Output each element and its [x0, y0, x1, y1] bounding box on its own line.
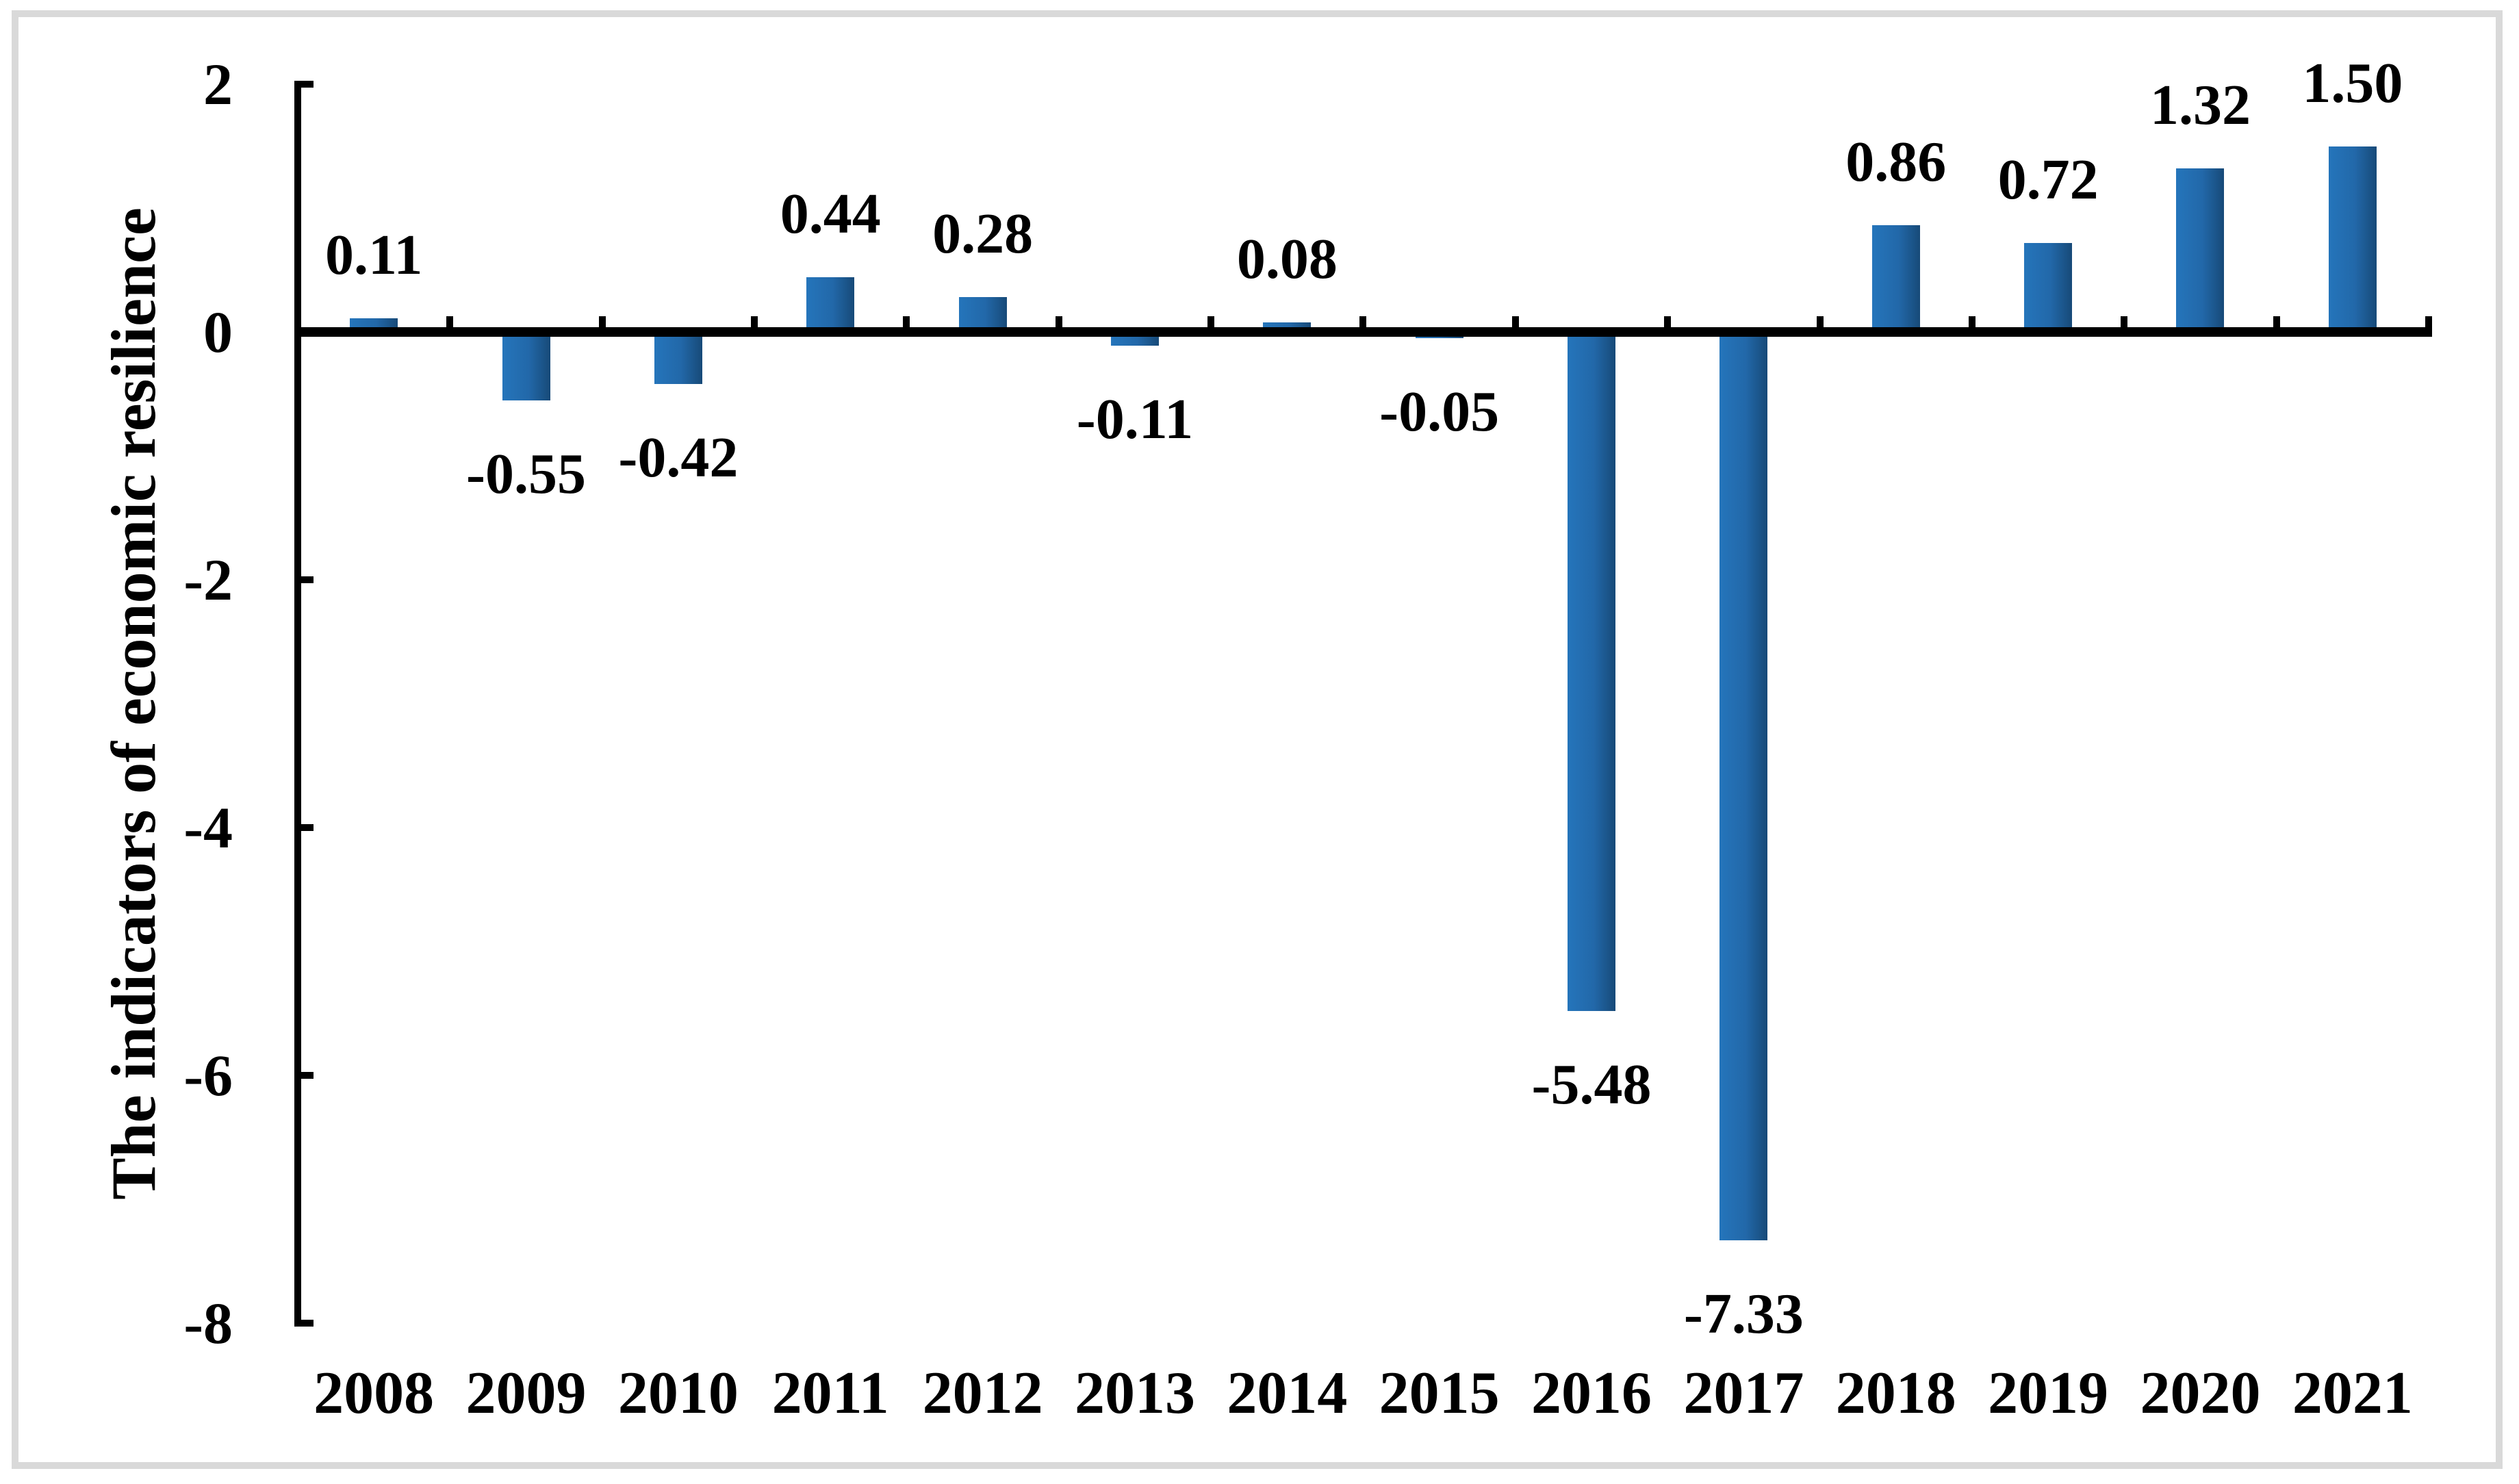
data-label-2017: -7.33	[1683, 1281, 1804, 1346]
x-axis-label-2012: 2012	[922, 1360, 1043, 1427]
data-label-2011: 0.44	[780, 182, 881, 246]
bar-2018	[1871, 225, 1920, 332]
chart-outer-border	[12, 10, 2503, 1469]
y-axis-tick--8	[294, 1320, 314, 1327]
y-axis-tick--4	[294, 824, 314, 831]
x-axis-tick-12	[2121, 316, 2128, 337]
y-axis-tick-label--6: -6	[183, 1042, 233, 1108]
bar-2009	[502, 332, 550, 400]
data-label-2014: 0.08	[1236, 227, 1338, 291]
x-axis-tick-14	[2425, 316, 2432, 337]
x-axis-label-2017: 2017	[1683, 1360, 1804, 1427]
x-axis-label-2011: 2011	[771, 1360, 889, 1427]
x-axis-tick-5	[1055, 316, 1062, 337]
x-axis-tick-1	[446, 316, 454, 337]
x-axis-tick-7	[1359, 316, 1367, 337]
data-label-2019: 0.72	[1997, 147, 2099, 212]
data-label-2010: -0.42	[618, 426, 739, 490]
y-axis-tick-label-2: 2	[203, 51, 233, 117]
x-axis-label-2018: 2018	[1835, 1360, 1956, 1427]
data-label-2013: -0.11	[1076, 387, 1194, 451]
y-axis-tick-label--8: -8	[183, 1290, 233, 1356]
x-axis-label-2021: 2021	[2292, 1360, 2413, 1427]
y-axis-tick--2	[294, 576, 314, 583]
x-axis-tick-6	[1207, 316, 1215, 337]
y-axis-tick--6	[294, 1072, 314, 1079]
x-axis-label-2020: 2020	[2140, 1360, 2261, 1427]
x-axis-label-2016: 2016	[1531, 1360, 1652, 1427]
bar-2012	[958, 297, 1007, 332]
x-axis-tick-11	[1968, 316, 1975, 337]
data-label-2015: -0.05	[1379, 380, 1500, 444]
x-axis-tick-9	[1664, 316, 1672, 337]
bar-2021	[2328, 146, 2377, 332]
bar-2011	[806, 277, 855, 332]
data-label-2016: -5.48	[1531, 1052, 1652, 1116]
data-label-2008: 0.11	[324, 223, 423, 287]
x-axis-label-2009: 2009	[465, 1360, 587, 1427]
x-axis-tick-8	[1511, 316, 1519, 337]
y-axis-tick-label-0: 0	[203, 299, 233, 365]
x-axis-tick-4	[903, 316, 910, 337]
y-axis-tick-label--4: -4	[183, 795, 233, 860]
x-axis-tick-13	[2273, 316, 2280, 337]
bar-2019	[2024, 242, 2073, 332]
y-axis-tick-label--2: -2	[183, 547, 233, 613]
x-axis-label-2010: 2010	[617, 1360, 739, 1427]
x-axis-label-2019: 2019	[1988, 1360, 2109, 1427]
bar-2010	[654, 332, 702, 385]
x-axis-tick-10	[1816, 316, 1824, 337]
x-axis-label-2008: 2008	[314, 1360, 435, 1427]
bar-2020	[2176, 168, 2225, 332]
x-axis-label-2013: 2013	[1074, 1360, 1195, 1427]
x-axis-label-2015: 2015	[1379, 1360, 1500, 1427]
x-axis-label-2014: 2014	[1227, 1360, 1348, 1427]
x-axis-line	[294, 327, 2429, 337]
data-label-2009: -0.55	[466, 442, 587, 506]
y-axis-line	[294, 81, 301, 1327]
data-label-2021: 1.50	[2302, 51, 2403, 115]
x-axis-tick-3	[751, 316, 758, 337]
bar-2016	[1568, 332, 1616, 1011]
x-axis-tick-2	[598, 316, 606, 337]
data-label-2012: 0.28	[932, 202, 1034, 266]
y-axis-tick-2	[294, 81, 314, 88]
bar-2017	[1719, 332, 1768, 1240]
data-label-2020: 1.32	[2149, 73, 2251, 138]
data-label-2018: 0.86	[1845, 130, 1947, 194]
